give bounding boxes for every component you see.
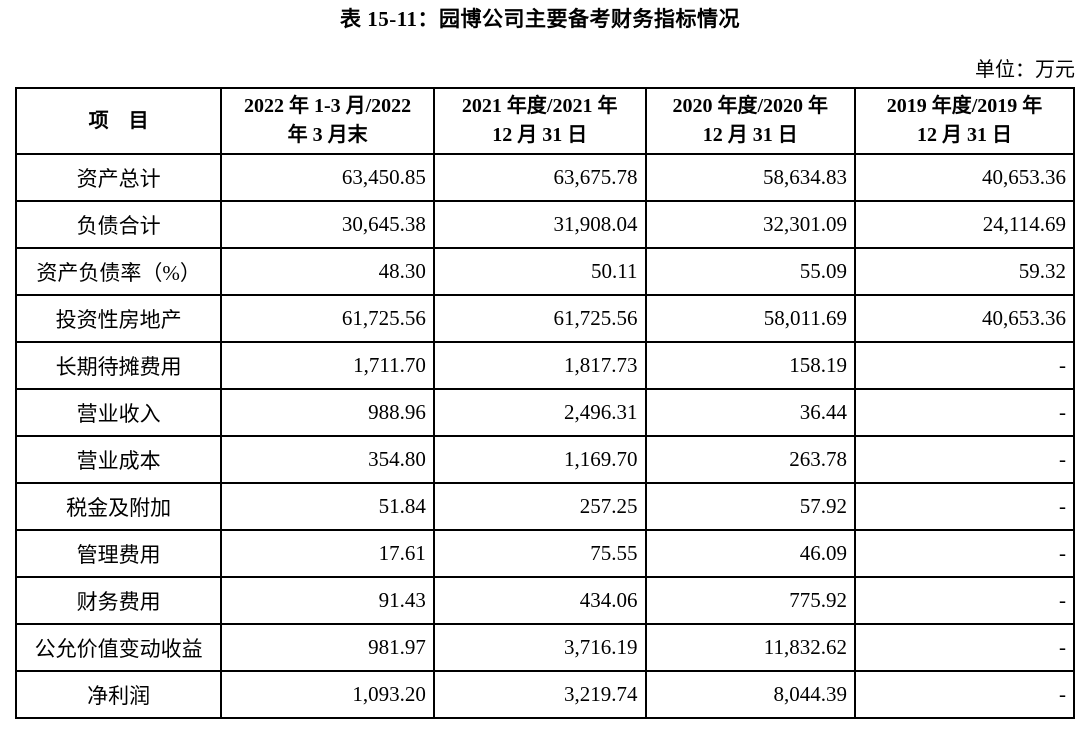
cell-value: 58,011.69	[644, 294, 856, 343]
table-row: 长期待摊费用 1,711.70 1,817.73 158.19 -	[14, 341, 1076, 390]
cell-value: 63,675.78	[432, 153, 647, 202]
cell-value: 24,114.69	[853, 200, 1076, 249]
cell-value: 1,093.20	[220, 670, 435, 719]
cell-value: 354.80	[220, 435, 435, 484]
cell-value: 61,725.56	[220, 294, 435, 343]
cell-value: -	[853, 341, 1076, 390]
cell-value: 2,496.31	[432, 388, 647, 437]
row-label: 财务费用	[14, 576, 223, 625]
table-row: 资产总计 63,450.85 63,675.78 58,634.83 40,65…	[14, 153, 1076, 202]
cell-value: 1,169.70	[432, 435, 647, 484]
cell-value: 55.09	[644, 247, 856, 296]
header-row: 项 目 2022 年 1-3 月/2022 年 3 月末 2021 年度/202…	[14, 87, 1076, 155]
cell-value: 32,301.09	[644, 200, 856, 249]
header-period-2021: 2021 年度/2021 年 12 月 31 日	[432, 87, 647, 155]
page-title: 表 15-11：园博公司主要备考财务指标情况	[339, 7, 741, 31]
cell-value: -	[853, 670, 1076, 719]
cell-value: 75.55	[432, 529, 647, 578]
cell-value: 40,653.36	[853, 153, 1076, 202]
cell-value: 775.92	[644, 576, 856, 625]
cell-value: 31,908.04	[432, 200, 647, 249]
cell-value: 17.61	[220, 529, 435, 578]
row-label: 净利润	[14, 670, 223, 719]
cell-value: 8,044.39	[644, 670, 856, 719]
cell-value: 50.11	[432, 247, 647, 296]
table-row: 管理费用 17.61 75.55 46.09 -	[14, 529, 1076, 578]
cell-value: -	[853, 576, 1076, 625]
cell-value: 40,653.36	[853, 294, 1076, 343]
cell-value: 257.25	[432, 482, 647, 531]
row-label: 资产负债率（%）	[14, 247, 223, 296]
cell-value: -	[853, 623, 1076, 672]
cell-value: 59.32	[853, 247, 1076, 296]
unit-label: 单位：万元	[975, 59, 1075, 81]
row-label: 负债合计	[14, 200, 223, 249]
table-row: 财务费用 91.43 434.06 775.92 -	[14, 576, 1076, 625]
cell-value: 61,725.56	[432, 294, 647, 343]
header-period-2022: 2022 年 1-3 月/2022 年 3 月末	[220, 87, 435, 155]
row-label: 资产总计	[14, 153, 223, 202]
cell-value: -	[853, 529, 1076, 578]
cell-value: 30,645.38	[220, 200, 435, 249]
table-row: 负债合计 30,645.38 31,908.04 32,301.09 24,11…	[14, 200, 1076, 249]
header-item-column: 项 目	[14, 87, 223, 155]
cell-value: 11,832.62	[644, 623, 856, 672]
row-label: 投资性房地产	[14, 294, 223, 343]
row-label: 管理费用	[14, 529, 223, 578]
table-row: 公允价值变动收益 981.97 3,716.19 11,832.62 -	[14, 623, 1076, 672]
row-label: 公允价值变动收益	[14, 623, 223, 672]
cell-value: 1,711.70	[220, 341, 435, 390]
cell-value: 3,716.19	[432, 623, 647, 672]
table-row: 营业成本 354.80 1,169.70 263.78 -	[14, 435, 1076, 484]
cell-value: 57.92	[644, 482, 856, 531]
table-row: 投资性房地产 61,725.56 61,725.56 58,011.69 40,…	[14, 294, 1076, 343]
row-label: 税金及附加	[14, 482, 223, 531]
table-row: 营业收入 988.96 2,496.31 36.44 -	[14, 388, 1076, 437]
cell-value: 91.43	[220, 576, 435, 625]
table-row: 税金及附加 51.84 257.25 57.92 -	[14, 482, 1076, 531]
table-row: 资产负债率（%） 48.30 50.11 55.09 59.32	[14, 247, 1076, 296]
table-row: 净利润 1,093.20 3,219.74 8,044.39 -	[14, 670, 1076, 719]
cell-value: -	[853, 388, 1076, 437]
cell-value: -	[853, 482, 1076, 531]
cell-value: 158.19	[644, 341, 856, 390]
header-period-2020: 2020 年度/2020 年 12 月 31 日	[644, 87, 856, 155]
cell-value: 981.97	[220, 623, 435, 672]
cell-value: 48.30	[220, 247, 435, 296]
row-label: 营业成本	[14, 435, 223, 484]
cell-value: 46.09	[644, 529, 856, 578]
cell-value: 36.44	[644, 388, 856, 437]
cell-value: 51.84	[220, 482, 435, 531]
cell-value: 434.06	[432, 576, 647, 625]
cell-value: 988.96	[220, 388, 435, 437]
cell-value: 63,450.85	[220, 153, 435, 202]
cell-value: 263.78	[644, 435, 856, 484]
table-section: 单位：万元 项 目 2022 年 1-3 月/2022 年 3 月末 2021 …	[14, 58, 1076, 719]
financial-indicators-table: 项 目 2022 年 1-3 月/2022 年 3 月末 2021 年度/202…	[14, 87, 1076, 719]
row-label: 营业收入	[14, 388, 223, 437]
cell-value: 3,219.74	[432, 670, 647, 719]
cell-value: -	[853, 435, 1076, 484]
row-label: 长期待摊费用	[14, 341, 223, 390]
cell-value: 58,634.83	[644, 153, 856, 202]
header-period-2019: 2019 年度/2019 年 12 月 31 日	[853, 87, 1076, 155]
cell-value: 1,817.73	[432, 341, 647, 390]
